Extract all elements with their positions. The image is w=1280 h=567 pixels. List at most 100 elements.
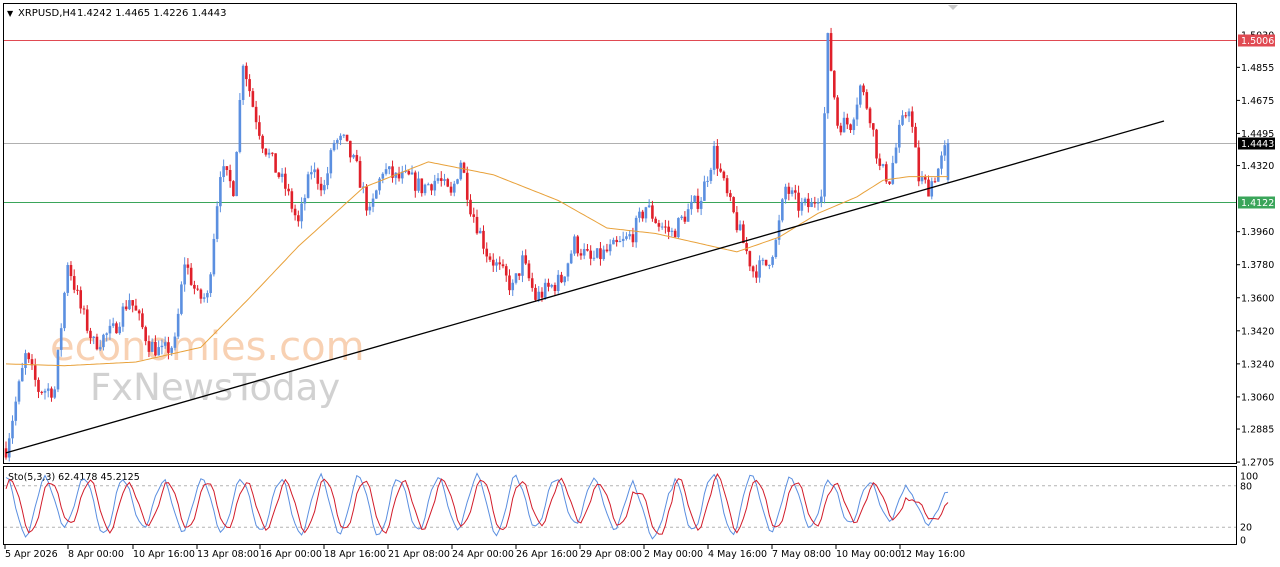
candle-body	[810, 202, 813, 208]
candle-body	[868, 108, 872, 124]
candle-body	[193, 284, 196, 289]
candle-body	[371, 198, 375, 207]
ohlc-readout: 1.4242 1.4465 1.4226 1.4443	[77, 8, 227, 19]
candle-body	[124, 306, 128, 310]
candle-body	[884, 164, 888, 182]
candle-body	[98, 347, 102, 350]
candle-body	[202, 297, 206, 299]
candle-body	[586, 249, 589, 251]
candle-body	[742, 224, 745, 244]
candle-body	[920, 177, 924, 182]
candle-body	[540, 291, 544, 298]
candle-body	[95, 336, 99, 350]
candle-body	[690, 201, 693, 210]
time-tick-label: 13 Apr 08:00	[197, 549, 259, 560]
candle-body	[907, 111, 911, 117]
candle-body	[76, 289, 79, 291]
candle-body	[251, 91, 255, 107]
candle-body	[579, 253, 583, 256]
candle-body	[287, 188, 290, 192]
candle-body	[436, 178, 440, 181]
candle-body	[232, 181, 235, 197]
candle-body	[128, 300, 131, 310]
candle-body	[11, 420, 14, 439]
candle-body	[576, 236, 579, 254]
candle-body	[102, 334, 105, 348]
candle-body	[709, 169, 713, 181]
candle-body	[170, 347, 173, 353]
candle-body	[118, 326, 121, 334]
candle-body	[469, 199, 472, 215]
candle-body	[452, 183, 456, 193]
candle-body	[238, 99, 242, 152]
candle-body	[849, 124, 852, 131]
header-dropdown-arrow[interactable]: ▼	[7, 9, 14, 18]
candle-body	[852, 119, 856, 131]
candle-body	[352, 155, 355, 158]
candle-body	[833, 70, 836, 98]
candle-body	[491, 259, 495, 266]
candle-body	[790, 190, 794, 194]
candle-body	[758, 260, 761, 278]
candle-body	[615, 239, 618, 243]
candle-body	[209, 274, 212, 294]
candle-body	[706, 180, 709, 182]
candle-body	[774, 239, 778, 258]
price-panel[interactable]	[3, 3, 1237, 464]
candle-body	[667, 226, 670, 232]
candle-body	[897, 124, 901, 148]
stochastic-main-line	[5, 472, 949, 540]
candle-body	[121, 306, 125, 327]
candle-body	[154, 342, 157, 356]
candle-body	[755, 271, 758, 278]
candle-body	[316, 169, 320, 184]
candle-body	[547, 282, 550, 287]
candle-body	[621, 238, 625, 241]
candle-body	[871, 123, 875, 130]
stochastic-levels	[4, 485, 1236, 528]
candle-body	[881, 164, 885, 166]
stochastic-tick-label: 80	[1240, 481, 1252, 492]
candle-body	[300, 203, 303, 222]
candle-body	[14, 401, 18, 421]
candle-body	[524, 255, 528, 264]
candle-body	[180, 284, 183, 314]
candle-body	[85, 309, 89, 331]
candle-body	[478, 230, 482, 234]
scroll-marker-icon[interactable]	[948, 5, 958, 10]
candle-body	[550, 284, 554, 287]
candle-body	[355, 155, 359, 162]
time-tick-label: 10 Apr 16:00	[133, 549, 195, 560]
ascending-trendline[interactable]	[5, 120, 1165, 454]
candle-body	[732, 197, 735, 213]
stochastic-panel[interactable]	[3, 466, 1237, 545]
candles	[4, 27, 950, 462]
candle-body	[79, 290, 83, 309]
candle-body	[235, 151, 238, 197]
candle-body	[501, 264, 505, 267]
candle-body	[680, 216, 683, 219]
candle-body	[618, 240, 622, 243]
time-tick-label: 7 May 08:00	[772, 549, 831, 560]
candle-body	[167, 342, 170, 353]
candle-body	[199, 289, 203, 299]
candle-body	[894, 147, 898, 163]
candle-body	[634, 217, 638, 243]
candle-body	[27, 353, 31, 360]
candle-body	[358, 161, 362, 188]
candle-body	[430, 184, 433, 191]
candle-body	[313, 169, 316, 173]
candle-body	[349, 140, 352, 158]
candle-body	[725, 178, 729, 194]
candle-body	[595, 248, 599, 258]
candle-body	[566, 263, 570, 277]
candle-body	[862, 85, 865, 93]
candle-body	[485, 248, 489, 257]
candle-body	[761, 259, 765, 261]
candle-body	[108, 325, 112, 334]
candle-body	[228, 169, 232, 182]
candle-body	[141, 313, 144, 328]
candle-body	[245, 65, 248, 80]
candle-body	[59, 328, 63, 350]
